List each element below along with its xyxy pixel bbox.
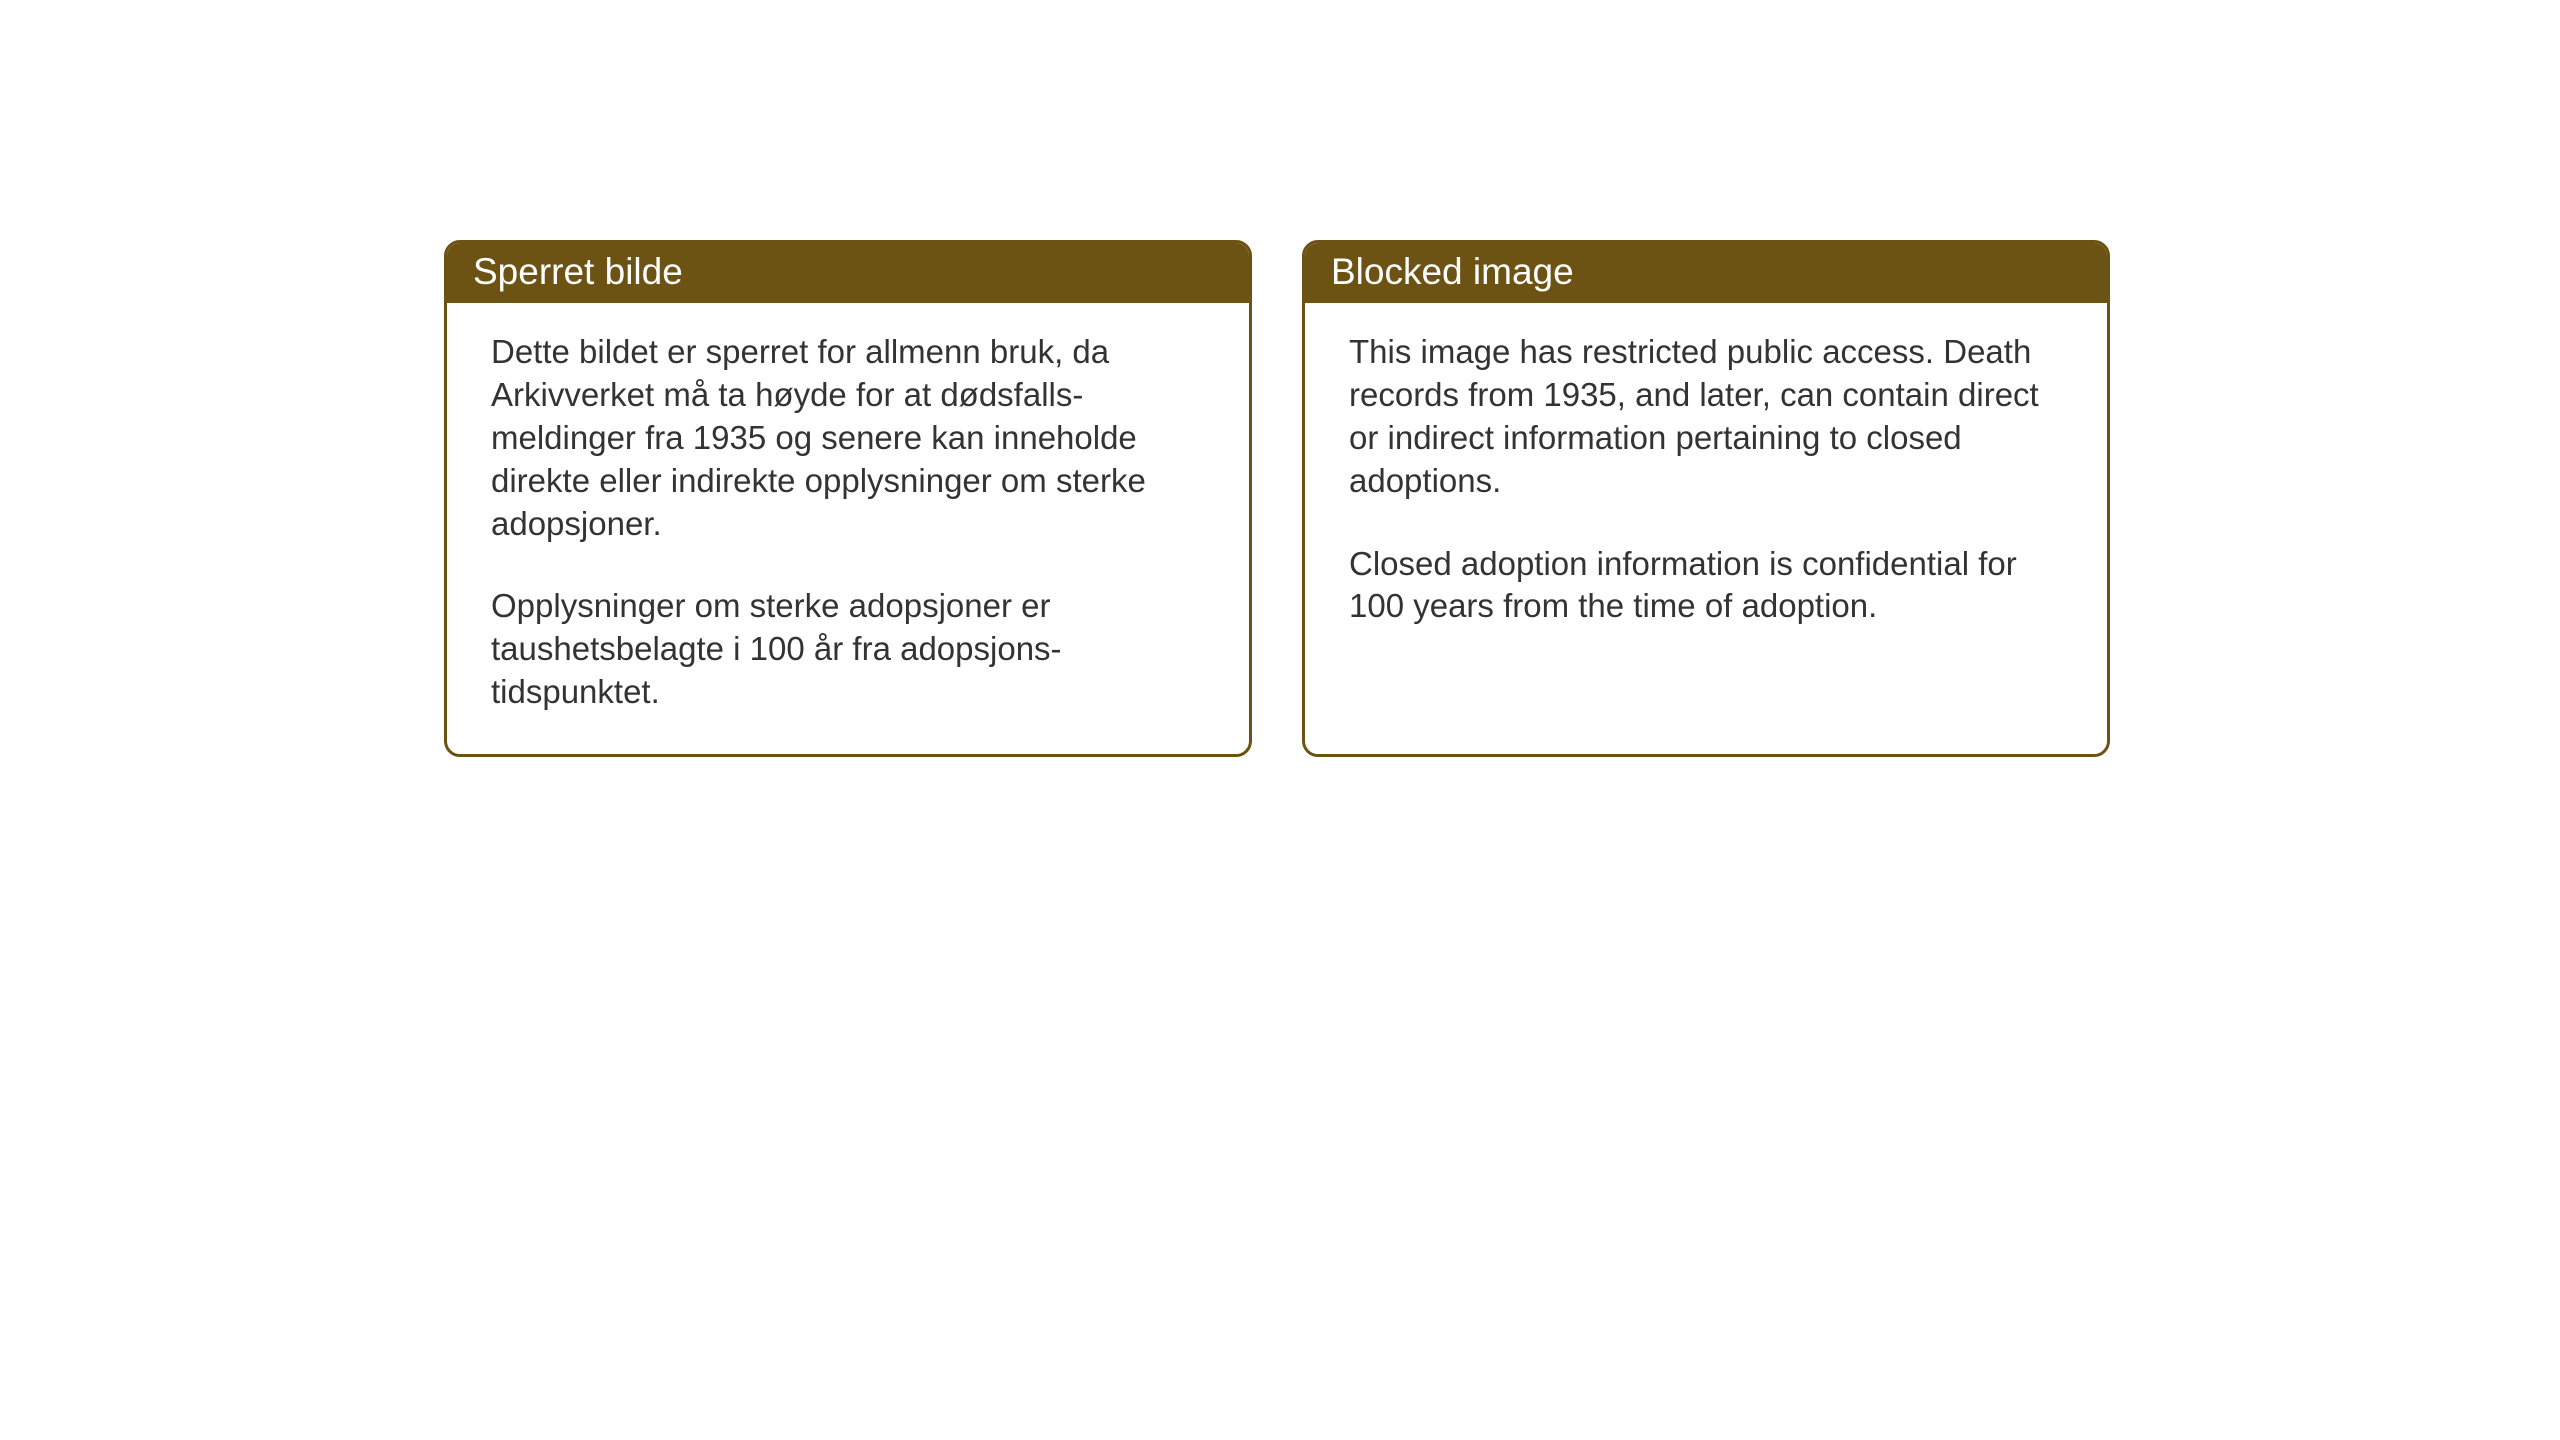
norwegian-notice-card: Sperret bilde Dette bildet er sperret fo… bbox=[444, 240, 1252, 757]
norwegian-paragraph-2: Opplysninger om sterke adopsjoner er tau… bbox=[491, 585, 1205, 714]
english-notice-body: This image has restricted public access.… bbox=[1305, 303, 2107, 703]
english-notice-card: Blocked image This image has restricted … bbox=[1302, 240, 2110, 757]
notice-container: Sperret bilde Dette bildet er sperret fo… bbox=[444, 240, 2110, 757]
norwegian-notice-title: Sperret bilde bbox=[447, 243, 1249, 303]
english-notice-title: Blocked image bbox=[1305, 243, 2107, 303]
english-paragraph-1: This image has restricted public access.… bbox=[1349, 331, 2063, 503]
norwegian-paragraph-1: Dette bildet er sperret for allmenn bruk… bbox=[491, 331, 1205, 545]
english-paragraph-2: Closed adoption information is confident… bbox=[1349, 543, 2063, 629]
norwegian-notice-body: Dette bildet er sperret for allmenn bruk… bbox=[447, 303, 1249, 754]
